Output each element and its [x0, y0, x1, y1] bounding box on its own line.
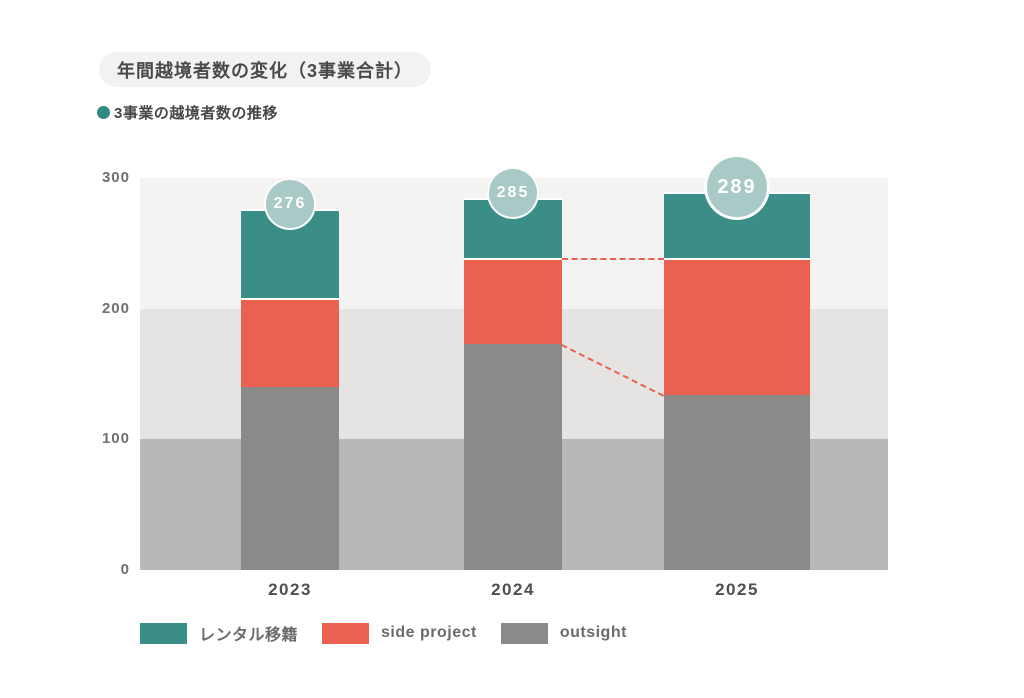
chart-subtitle-text: 3事業の越境者数の推移: [114, 104, 278, 122]
bar-2025-segment-0: [664, 394, 810, 570]
y-axis-tick-300: 300: [101, 169, 130, 186]
bar-2024-segment-0: [464, 343, 562, 570]
legend-swatch-outsight-icon: [500, 622, 548, 644]
y-axis-tick-200: 200: [101, 300, 130, 317]
legend-label-rental: レンタル移籍: [199, 627, 299, 644]
page-title-text: 年間越境者数の変化（3事業合計）: [117, 60, 414, 81]
legend: レンタル移籍 side project outsight: [140, 621, 651, 645]
page-title: 年間越境者数の変化（3事業合計）: [99, 52, 432, 87]
y-axis-tick-0: 0: [120, 561, 130, 578]
legend-item-outsight: outsight: [500, 622, 627, 644]
total-bubble-2024: 285: [487, 166, 539, 219]
total-bubble-2025: 289: [704, 154, 770, 221]
x-axis-tick-2023: 2023: [268, 580, 312, 599]
chart-subtitle: 3事業の越境者数の推移: [97, 103, 278, 122]
x-axis-tick-2024: 2024: [491, 580, 535, 599]
y-axis-tick-100: 100: [101, 430, 130, 447]
legend-swatch-side-project-icon: [322, 622, 370, 644]
x-axis-tick-2025: 2025: [715, 580, 759, 599]
subtitle-bullet-icon: [97, 105, 110, 119]
legend-swatch-rental-icon: [140, 622, 187, 644]
bar-2023-segment-0: [241, 387, 339, 570]
bar-2025-segment-1: [664, 257, 810, 395]
bar-2024-segment-1: [464, 257, 562, 344]
total-bubble-2023: 276: [264, 178, 316, 231]
legend-label-side-project: side project: [381, 624, 477, 641]
plot-area: 276 285 289: [140, 154, 888, 570]
legend-item-rental: レンタル移籍: [140, 621, 298, 645]
bar-2023-segment-1: [241, 298, 339, 388]
annotation-dashed-line-0: [562, 257, 664, 260]
legend-label-outsight: outsight: [559, 624, 627, 641]
legend-item-side-project: side project: [322, 622, 477, 644]
